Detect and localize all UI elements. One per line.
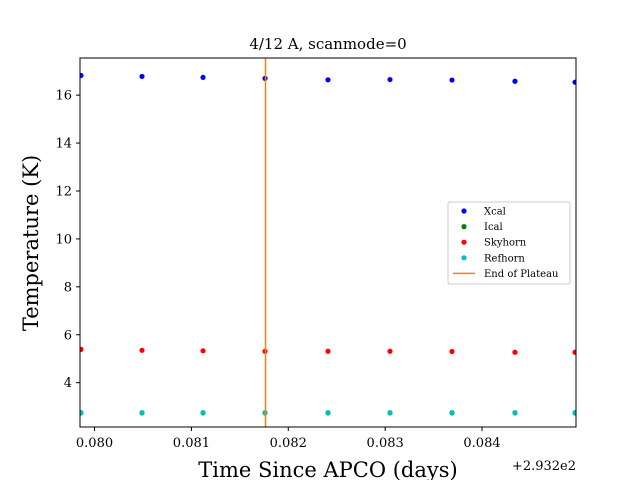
point-skyhorn-4 <box>325 348 331 354</box>
legend-box <box>447 201 571 285</box>
point-xcal-5 <box>387 76 393 83</box>
legend-marker-xcal <box>461 208 467 214</box>
legend-label: Xcal <box>484 207 506 218</box>
point-skyhorn-1 <box>139 347 145 353</box>
point-refhorn-4 <box>325 410 331 416</box>
x-tick-label: 0.080 <box>76 436 113 451</box>
point-xcal-0 <box>80 72 84 79</box>
y-tick-label: 8 <box>64 280 72 295</box>
legend-label: Skyhorn <box>484 238 527 249</box>
point-skyhorn-5 <box>387 348 393 354</box>
y-tick-label: 14 <box>55 137 72 152</box>
x-tick-label: 0.082 <box>270 436 307 451</box>
point-xcal-4 <box>325 77 331 83</box>
legend-marker-skyhorn <box>461 239 467 245</box>
y-tick-label: 4 <box>64 376 72 391</box>
point-refhorn-7 <box>512 410 518 416</box>
legend-marker-refhorn <box>461 255 467 261</box>
x-tick-label: 0.081 <box>173 436 210 451</box>
y-tick-label: 6 <box>64 328 72 343</box>
point-skyhorn-2 <box>200 348 206 354</box>
point-xcal-8 <box>572 79 576 85</box>
point-skyhorn-6 <box>449 348 455 355</box>
plot-area-frame <box>79 57 577 428</box>
point-xcal-6 <box>449 77 455 83</box>
point-skyhorn-0 <box>80 346 84 352</box>
point-xcal-1 <box>139 73 145 80</box>
point-refhorn-8 <box>572 410 576 416</box>
point-xcal-2 <box>200 74 206 81</box>
point-refhorn-1 <box>139 410 145 416</box>
point-refhorn-5 <box>387 410 393 416</box>
y-tick-label: 12 <box>55 184 72 199</box>
x-tick-label: 0.083 <box>367 436 404 451</box>
x-axis-label: Time Since APCO (days) <box>198 458 457 480</box>
point-skyhorn-8 <box>572 349 576 355</box>
legend-marker-ical <box>461 224 467 230</box>
legend-label: Refhorn <box>484 253 525 264</box>
legend: Xcal Ical Skyhorn Refhorn End of Plateau <box>447 201 571 285</box>
point-refhorn-0 <box>80 410 84 416</box>
point-refhorn-2 <box>200 410 206 416</box>
y-tick-label: 10 <box>55 232 72 247</box>
point-refhorn-6 <box>449 410 455 416</box>
y-tick-label: 16 <box>55 89 72 104</box>
point-skyhorn-7 <box>512 349 518 355</box>
point-xcal-7 <box>512 78 518 84</box>
legend-label: Ical <box>484 222 503 233</box>
legend-label: End of Plateau <box>484 269 559 280</box>
y-axis-label: Temperature (K) <box>19 155 43 331</box>
chart-title: 4/12 A, scanmode=0 <box>249 35 406 53</box>
x-axis-offset: +2.932e2 <box>512 459 576 474</box>
x-tick-label: 0.084 <box>463 436 500 451</box>
